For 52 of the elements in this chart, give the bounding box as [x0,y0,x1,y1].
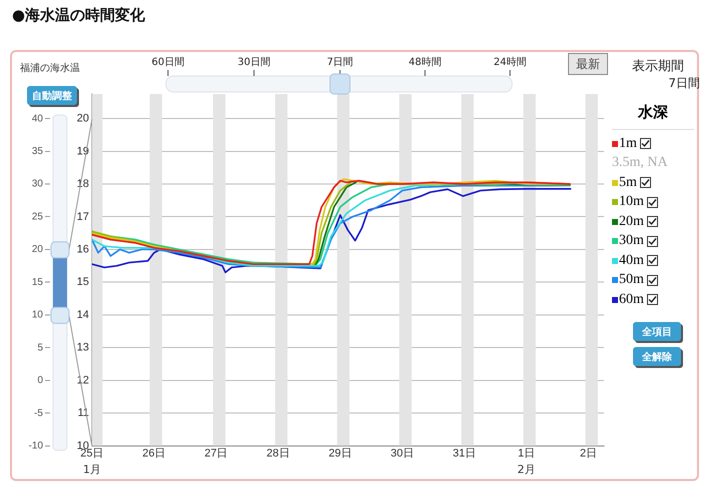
legend-label: 50m [619,272,644,288]
x-tick-label: 2日 [580,447,598,460]
text: 自動調整 [27,86,77,105]
chart-title: ●海水温の時間変化 [12,6,146,25]
y2-tick-label: 30 [32,178,44,190]
legend-label: 30m [619,233,644,250]
text: 2月 [516,462,536,477]
text: 表示期間 [632,58,684,75]
y-tick-label: 18 [76,178,89,190]
text: 24時間 [492,56,528,69]
text: 30日間 [236,56,272,69]
y2-tick-label: 15 [32,276,44,288]
y-tick-label: 16 [76,243,89,256]
legend-label: 20m [619,214,644,230]
text: 全項目 [633,322,681,341]
x-tick-label: 26日 [142,447,166,460]
y2-tick-label: -10 [28,440,44,452]
text: 全解除 [633,347,681,366]
text: 7日間 [326,56,354,69]
y-tick-label: 20 [76,112,89,125]
text: 7日間 [668,75,700,92]
y-tick-label: 19 [76,145,89,158]
legend-label: 5m [619,174,637,191]
y-tick-label: 15 [76,276,89,288]
y2-tick-label: 40 [32,113,44,124]
legend-label: 10m [619,194,644,210]
chart-subtitle: 福浦の海水温 [20,62,80,75]
legend-label: 1m [619,136,637,152]
legend-title: 水深 [612,103,694,130]
text: 48時間 [408,56,442,69]
y2-tick-label: 25 [32,211,44,222]
y2-tick-label: 5 [37,342,44,354]
y2-tick-label: 10 [32,310,44,321]
text: 最新 [568,53,608,75]
x-tick-label: 28日 [266,447,290,460]
y2-tick-label: -5 [34,408,44,419]
y2-tick-label: 0 [37,375,44,386]
x-tick-label: 29日 [328,447,352,460]
y-tick-label: 17 [76,210,89,223]
x-tick-label: 31日 [452,447,476,460]
y2-tick-label: 20 [32,244,44,256]
y-tick-label: 14 [76,308,89,321]
text: 3.5m, NA [612,154,669,172]
y-tick-label: 13 [76,342,89,354]
x-tick-label: 30日 [390,447,414,460]
x-tick-label: 1日 [518,447,535,460]
text: 1月 [82,462,102,477]
text: 60日間 [150,56,186,69]
legend-label: 60m [619,292,644,308]
x-tick-label: 27日 [204,447,228,460]
legend-label: 40m [619,252,644,269]
y2-tick-label: 35 [32,146,44,158]
